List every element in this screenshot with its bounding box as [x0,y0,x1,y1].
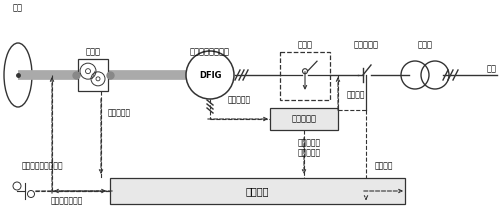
Bar [110,178,405,204]
Text: 电量信号: 电量信号 [375,162,393,170]
Text: 变桨驱动和信号反馈: 变桨驱动和信号反馈 [21,162,63,170]
Text: 双馈变流器: 双馈变流器 [292,114,316,124]
Text: 电网: 电网 [487,65,497,74]
Text: 变压器: 变压器 [418,40,432,50]
Text: 风速和风向信号: 风速和风向信号 [51,196,83,206]
Text: 双馈式异步发电机: 双馈式异步发电机 [190,48,230,57]
Text: 齿轮箱: 齿轮箱 [86,48,100,57]
Text: 并网断路器: 并网断路器 [354,40,378,50]
Text: 齿轮箱状态: 齿轮箱状态 [108,109,130,118]
Circle shape [186,51,234,99]
Text: DFIG: DFIG [199,70,221,80]
Text: 叶轮: 叶轮 [13,4,23,13]
Text: 变流器控制
和信号反馈: 变流器控制 和信号反馈 [298,138,320,158]
Text: 并网控制: 并网控制 [347,91,365,99]
Text: 控制系统: 控制系统 [246,186,269,196]
Bar [78,59,108,91]
Bar [270,108,338,130]
Text: 发电机转速: 发电机转速 [228,95,251,105]
Text: 接触器: 接触器 [298,40,312,50]
Bar [280,52,330,100]
